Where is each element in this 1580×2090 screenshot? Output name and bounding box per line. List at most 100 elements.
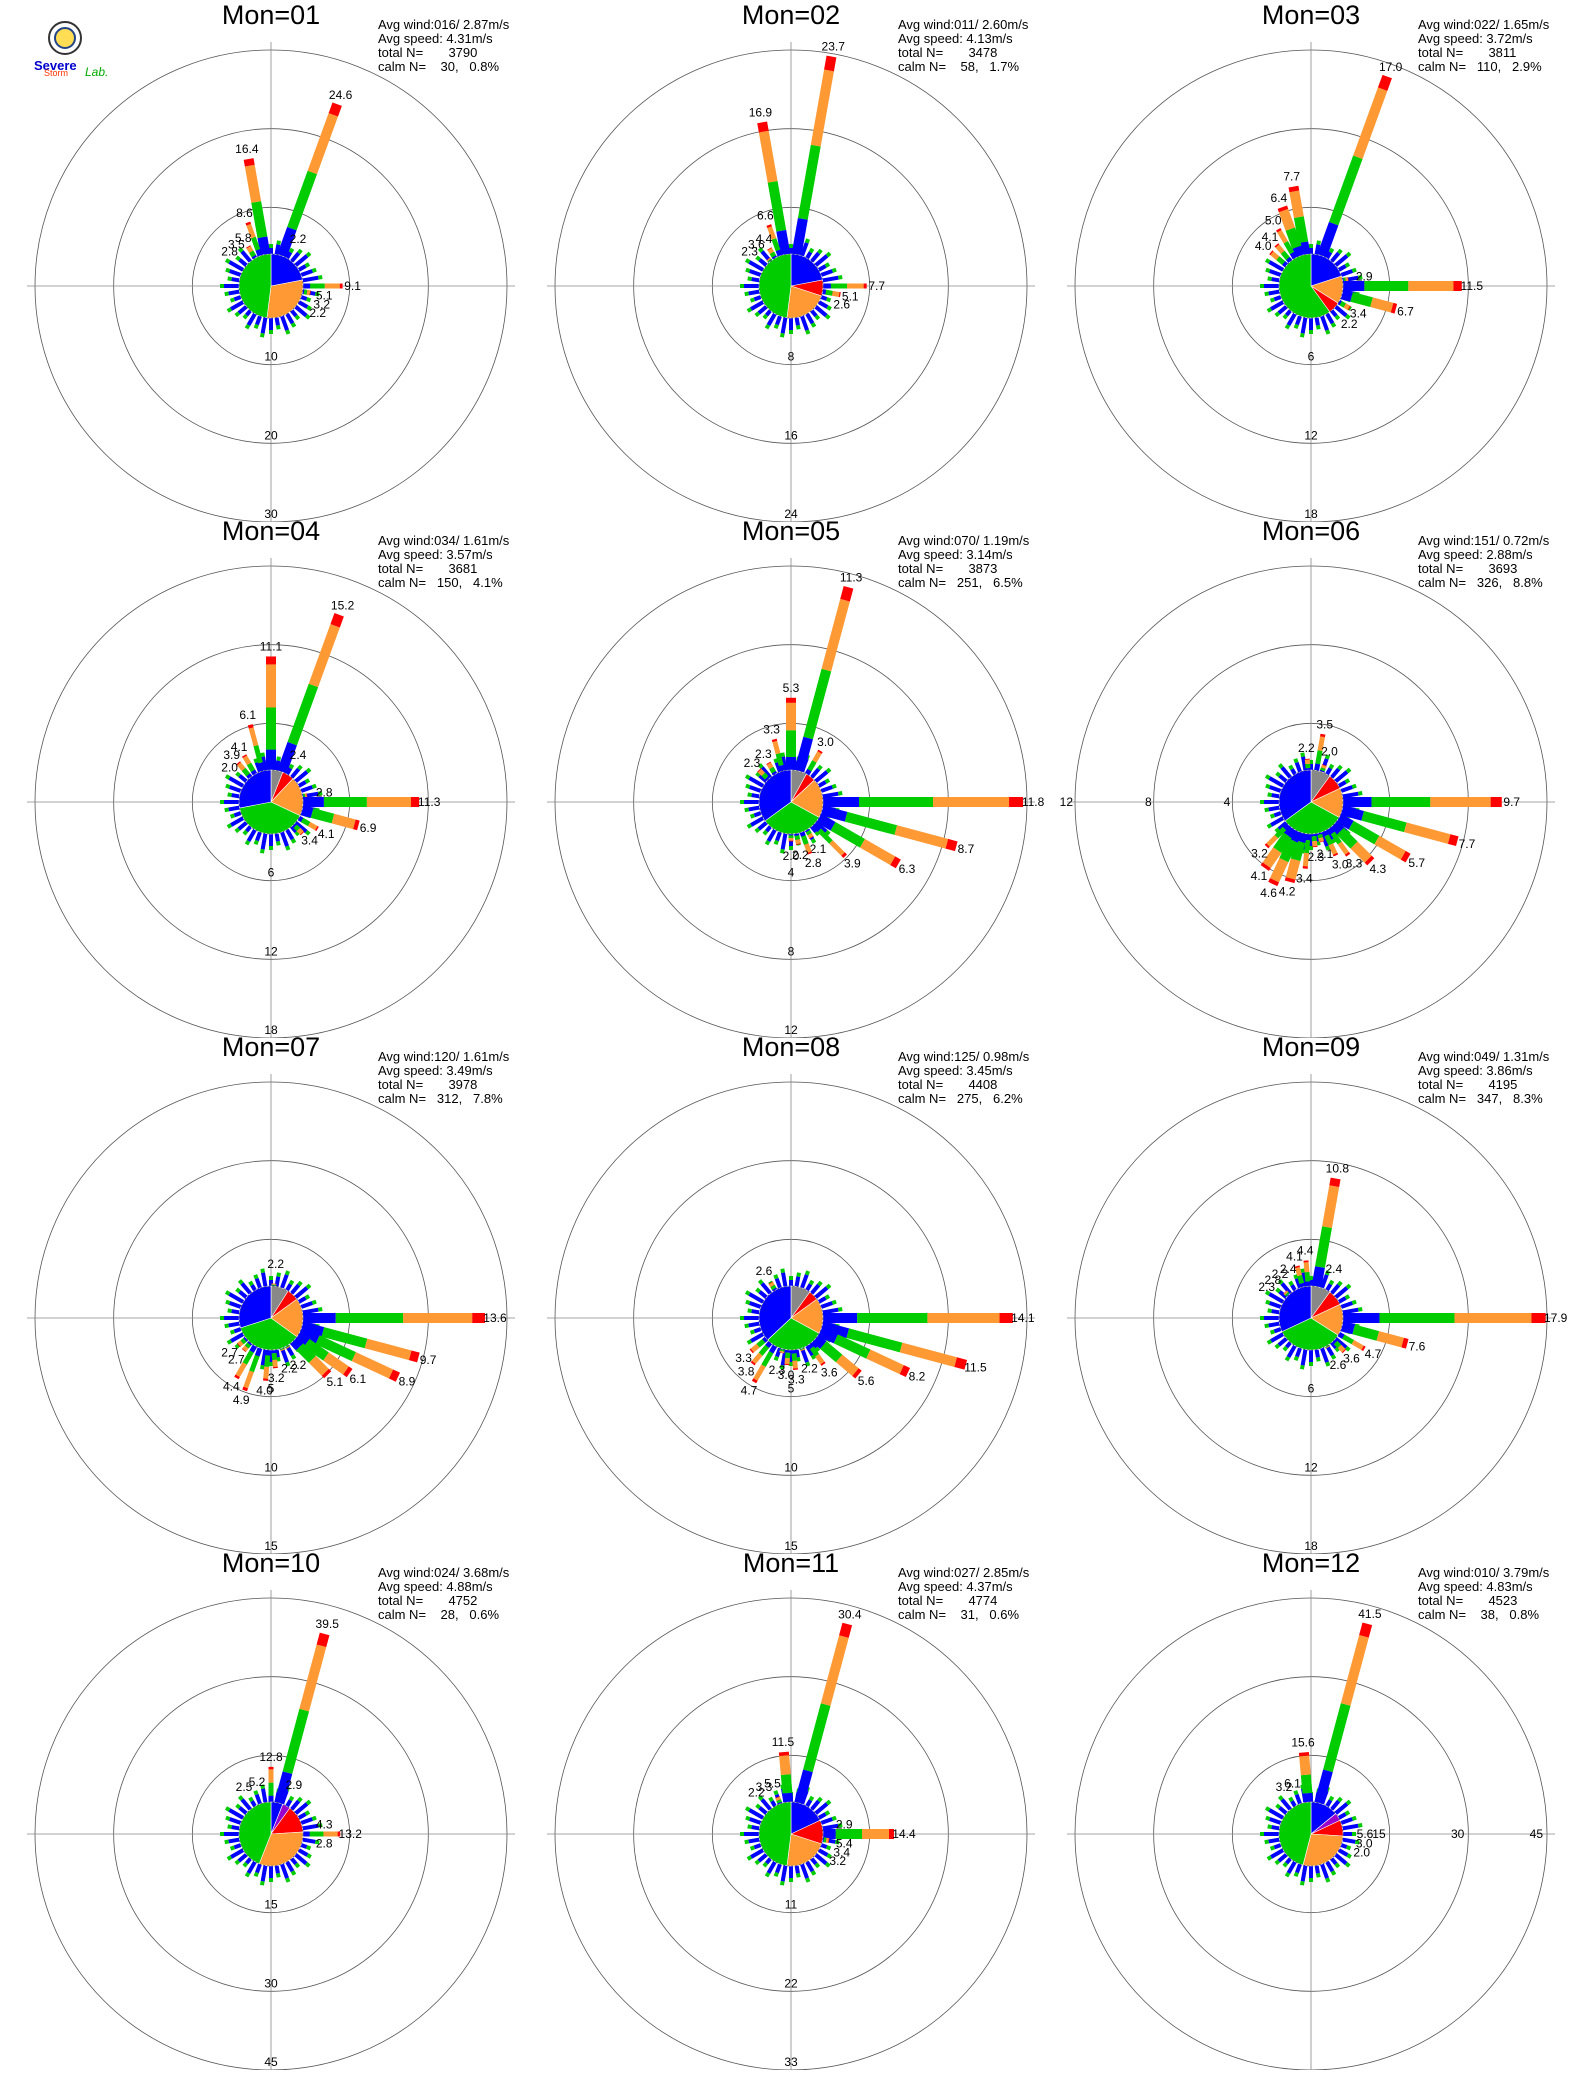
bar-value-label: 5.6	[858, 1374, 875, 1388]
wind-bar	[1262, 847, 1282, 869]
wind-bar	[1332, 852, 1339, 857]
wind-spoke	[245, 825, 252, 833]
pie-slice	[266, 279, 304, 319]
wind-spoke	[1337, 780, 1347, 788]
bar-value-label: 5.3	[783, 681, 800, 695]
wind-bar	[243, 158, 255, 167]
wind-rose-chart: 6121810.84.44.12.42.22.82.32.417.97.64.7…	[1067, 1074, 1568, 1554]
wind-spoke-tip	[305, 1283, 312, 1290]
wind-spoke	[817, 264, 827, 272]
wind-spoke-tip	[744, 774, 751, 780]
wind-spoke	[780, 1349, 788, 1366]
wind-spoke-tip	[805, 329, 811, 335]
wind-bar	[833, 1334, 871, 1359]
wind-spoke-tip	[244, 323, 251, 330]
bar-value-label: 2.8	[316, 1836, 333, 1850]
wind-bar	[240, 1337, 247, 1345]
wind-bar	[831, 290, 840, 297]
wind-bar	[809, 1346, 820, 1357]
bar-value-label: 3.3	[1346, 856, 1363, 870]
wind-spoke-tip	[808, 247, 815, 254]
wind-spoke-tip	[1344, 1862, 1351, 1868]
wind-spoke	[1330, 1857, 1338, 1866]
wind-spoke-tip	[1267, 792, 1272, 798]
wind-spoke	[814, 254, 829, 267]
wind-spoke-tip	[808, 1795, 815, 1802]
wind-spoke	[766, 312, 777, 326]
wind-bar	[1370, 297, 1394, 313]
wind-bar	[866, 1349, 904, 1375]
bar-value-label: 2.4	[290, 748, 307, 762]
wind-spoke	[1278, 774, 1288, 783]
wind-spoke-tip	[1328, 1795, 1335, 1802]
wind-bar	[1283, 1290, 1289, 1296]
wind-spoke	[805, 1283, 813, 1292]
wind-spoke	[800, 1274, 809, 1289]
chart-title: Mon=12	[1261, 1548, 1361, 1578]
wind-spoke	[820, 1817, 834, 1825]
wind-spoke	[231, 277, 240, 283]
wind-bar	[264, 1355, 271, 1368]
wind-bar	[1293, 216, 1309, 244]
wind-bar	[1292, 245, 1305, 258]
wind-spoke-tip	[227, 1308, 232, 1314]
pie-outline	[758, 1801, 824, 1867]
wind-bar	[829, 840, 845, 856]
wind-spoke-tip	[285, 1877, 291, 1883]
wind-spoke	[1325, 767, 1333, 776]
wind-spoke-tip	[824, 1294, 831, 1300]
wind-bar	[846, 1328, 903, 1353]
wind-spoke-tip	[1269, 813, 1276, 819]
wind-spoke-tip	[1264, 1839, 1270, 1845]
wind-spoke-tip	[1325, 329, 1331, 335]
stats-total: total N= 4195	[1418, 1077, 1518, 1092]
wind-rose-panel: 4 8 12 3.5 2.2 2.0 9.7 7.7 5.7 4.3 3.3 3.0 2.1 2.3 3.4…	[1048, 516, 1574, 1038]
wind-spoke-tip	[253, 839, 259, 845]
wind-bar	[1328, 843, 1338, 855]
wind-bar	[749, 1348, 754, 1354]
wind-spoke	[805, 1799, 813, 1808]
bar-value-label: 4.3	[1370, 862, 1387, 876]
wind-spoke-tip	[754, 311, 761, 318]
wind-spoke	[228, 1817, 242, 1825]
wind-bar	[751, 1352, 763, 1364]
wind-spoke	[237, 821, 248, 831]
wind-spoke	[228, 1321, 240, 1328]
ring-label: 45	[1530, 1827, 1544, 1841]
wind-bar	[1285, 227, 1302, 249]
wind-bar	[243, 1370, 254, 1389]
bar-value-label: 11.5	[772, 1735, 795, 1749]
bar-value-label: 3.9	[844, 856, 861, 870]
wind-spoke	[237, 305, 248, 315]
wind-spoke	[280, 831, 289, 847]
wind-rose-chart: 6121815.211.16.14.13.92.02.42.811.36.94.…	[27, 558, 515, 1038]
stats-avg-speed: Avg speed: 2.88m/s	[1418, 547, 1533, 562]
wind-spoke-tip	[1325, 1877, 1331, 1883]
wind-spoke-tip	[235, 1287, 241, 1294]
wind-spoke	[1337, 1812, 1347, 1820]
wind-spoke	[750, 300, 765, 311]
wind-spoke-tip	[1325, 845, 1331, 851]
wind-bar	[272, 1359, 278, 1368]
wind-spoke	[822, 791, 839, 799]
wind-spoke	[814, 1802, 829, 1815]
wind-bar	[1270, 251, 1280, 261]
wind-spoke-tip	[1293, 1871, 1299, 1877]
wind-spoke	[300, 785, 314, 793]
wind-spoke-tip	[253, 1871, 259, 1877]
wind-spoke	[245, 1857, 252, 1865]
chart-title: Mon=04	[221, 516, 321, 546]
wind-spoke-tip	[747, 276, 752, 282]
bar-value-label: 7.7	[1283, 170, 1300, 184]
wind-spoke-tip	[1264, 258, 1271, 264]
wind-spoke-tip	[253, 1274, 259, 1280]
wind-spoke-tip	[744, 258, 751, 264]
wind-spoke-tip	[826, 1853, 832, 1859]
pie-outline	[238, 1285, 304, 1351]
wind-spoke	[760, 1282, 772, 1295]
wind-spoke-tip	[764, 839, 771, 846]
wind-spoke-tip	[311, 783, 317, 789]
wind-bar	[817, 749, 823, 754]
bar-value-label: 2.2	[748, 1786, 765, 1800]
wind-spoke	[810, 309, 818, 318]
